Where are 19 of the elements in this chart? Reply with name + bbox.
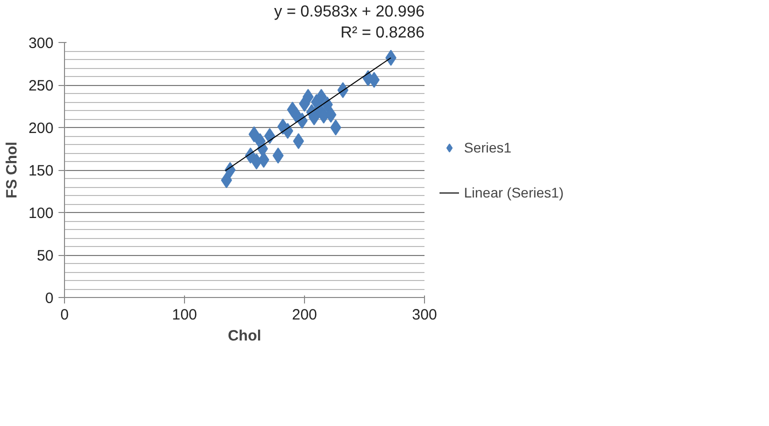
text: R² = 0.8286 <box>340 24 425 42</box>
legend-label: Linear (Series1) <box>464 184 564 200</box>
point <box>264 128 276 144</box>
y-tick-label: 200 <box>28 120 54 137</box>
x-tick-label: 300 <box>412 306 438 324</box>
x-tick-label: 100 <box>172 306 198 324</box>
x-axis-title: Chol <box>228 328 262 344</box>
y-tick-label: 50 <box>36 248 54 264</box>
y-tick-label: 250 <box>28 78 54 94</box>
y-axis-title: FS Chol <box>3 142 20 198</box>
y-tick-label: 100 <box>28 205 54 222</box>
y-tick-label: 150 <box>28 162 54 180</box>
x-tick-label: 0 <box>60 306 69 324</box>
x-tick-label: 200 <box>292 306 318 324</box>
legend-label: Series1 <box>464 139 512 155</box>
y-tick-label: 0 <box>45 290 54 307</box>
text: y = 0.9583x + 20.996 <box>274 4 425 20</box>
y-tick-label: 300 <box>28 35 54 52</box>
point <box>330 120 342 136</box>
